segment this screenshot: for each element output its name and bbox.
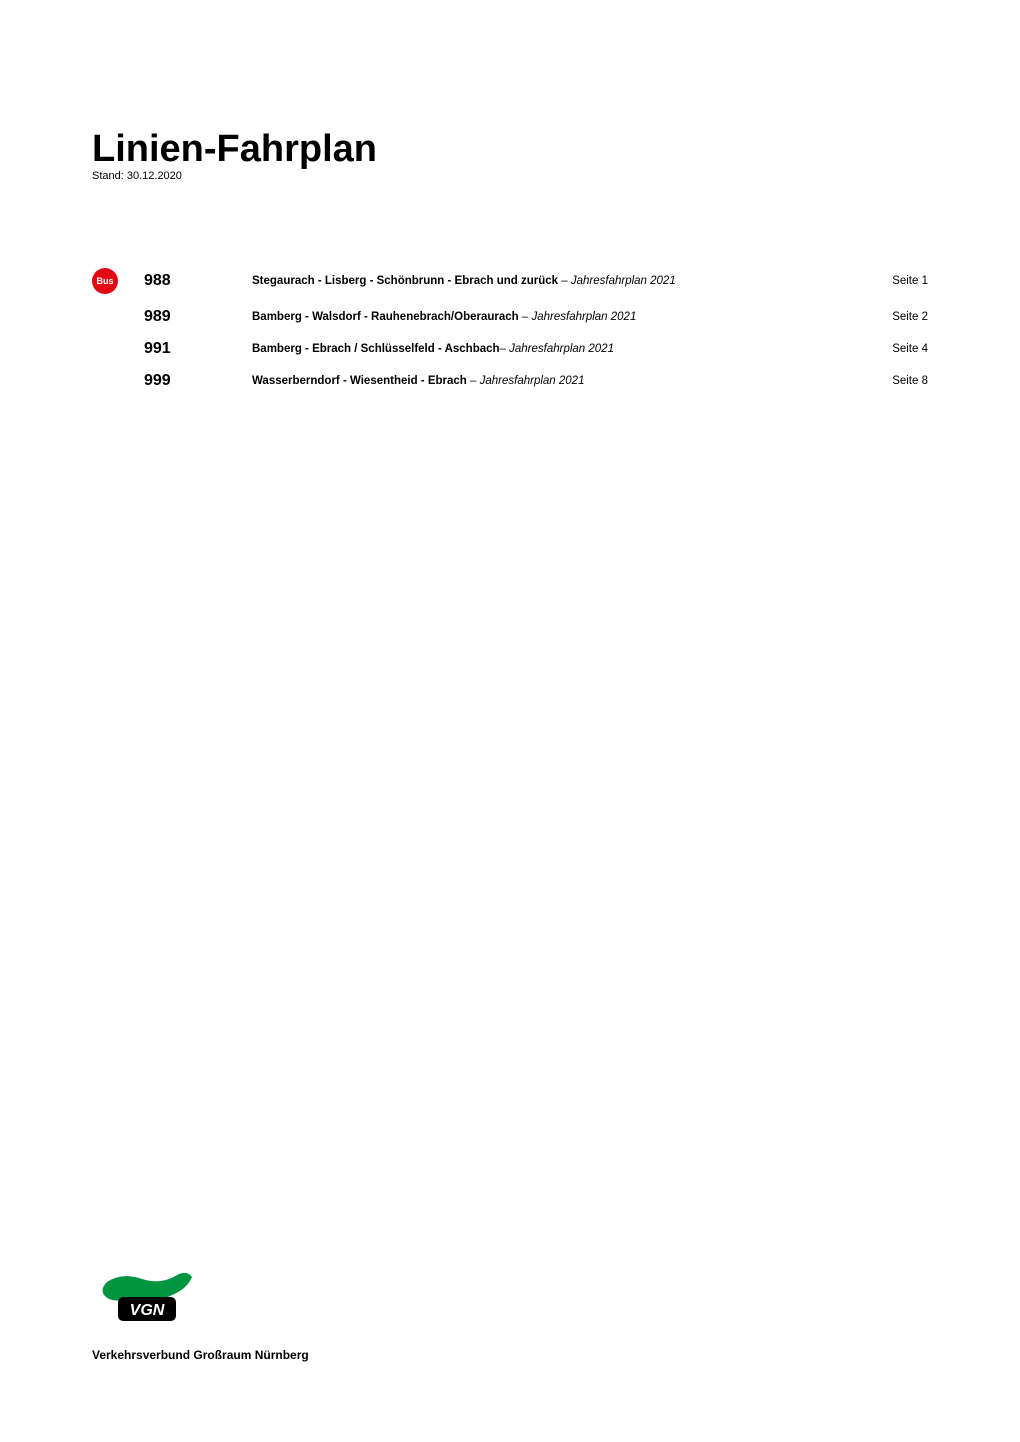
footer-org-name: Verkehrsverbund Großraum Nürnberg bbox=[92, 1348, 309, 1362]
page-reference: Seite 8 bbox=[868, 375, 928, 387]
page-reference: Seite 1 bbox=[868, 275, 928, 287]
line-row: 991 Bamberg - Ebrach / Schlüsselfeld - A… bbox=[92, 340, 928, 358]
line-row: Bus 988 Stegaurach - Lisberg - Schönbrun… bbox=[92, 268, 928, 294]
lines-table: Bus 988 Stegaurach - Lisberg - Schönbrun… bbox=[92, 268, 928, 390]
route-text: Bamberg - Ebrach / Schlüsselfeld - Aschb… bbox=[252, 343, 500, 355]
line-description: Wasserberndorf - Wiesentheid - Ebrach – … bbox=[252, 375, 868, 387]
line-number: 989 bbox=[144, 308, 252, 326]
page-reference: Seite 2 bbox=[868, 311, 928, 323]
line-description: Bamberg - Ebrach / Schlüsselfeld - Aschb… bbox=[252, 343, 868, 355]
route-text: Wasserberndorf - Wiesentheid - Ebrach bbox=[252, 375, 467, 387]
vgn-logo: VGN bbox=[92, 1267, 202, 1337]
line-number: 988 bbox=[144, 272, 252, 290]
plan-text: Jahresfahrplan 2021 bbox=[571, 275, 676, 287]
bus-icon: Bus bbox=[92, 268, 118, 294]
page-title: Linien-Fahrplan bbox=[92, 130, 928, 168]
line-description: Bamberg - Walsdorf - Rauhenebrach/Oberau… bbox=[252, 311, 868, 323]
plan-text: Jahresfahrplan 2021 bbox=[509, 343, 614, 355]
line-number: 991 bbox=[144, 340, 252, 358]
line-row: 999 Wasserberndorf - Wiesentheid - Ebrac… bbox=[92, 372, 928, 390]
plan-text: Jahresfahrplan 2021 bbox=[531, 311, 636, 323]
icon-cell: Bus bbox=[92, 268, 144, 294]
line-row: 989 Bamberg - Walsdorf - Rauhenebrach/Ob… bbox=[92, 308, 928, 326]
plan-text: Jahresfahrplan 2021 bbox=[480, 375, 585, 387]
stand-date: Stand: 30.12.2020 bbox=[92, 170, 928, 182]
page-reference: Seite 4 bbox=[868, 343, 928, 355]
route-text: Stegaurach - Lisberg - Schönbrunn - Ebra… bbox=[252, 275, 558, 287]
line-number: 999 bbox=[144, 372, 252, 390]
svg-text:VGN: VGN bbox=[130, 1302, 165, 1319]
line-description: Stegaurach - Lisberg - Schönbrunn - Ebra… bbox=[252, 275, 868, 287]
footer: VGN Verkehrsverbund Großraum Nürnberg bbox=[92, 1267, 309, 1362]
route-text: Bamberg - Walsdorf - Rauhenebrach/Oberau… bbox=[252, 311, 519, 323]
